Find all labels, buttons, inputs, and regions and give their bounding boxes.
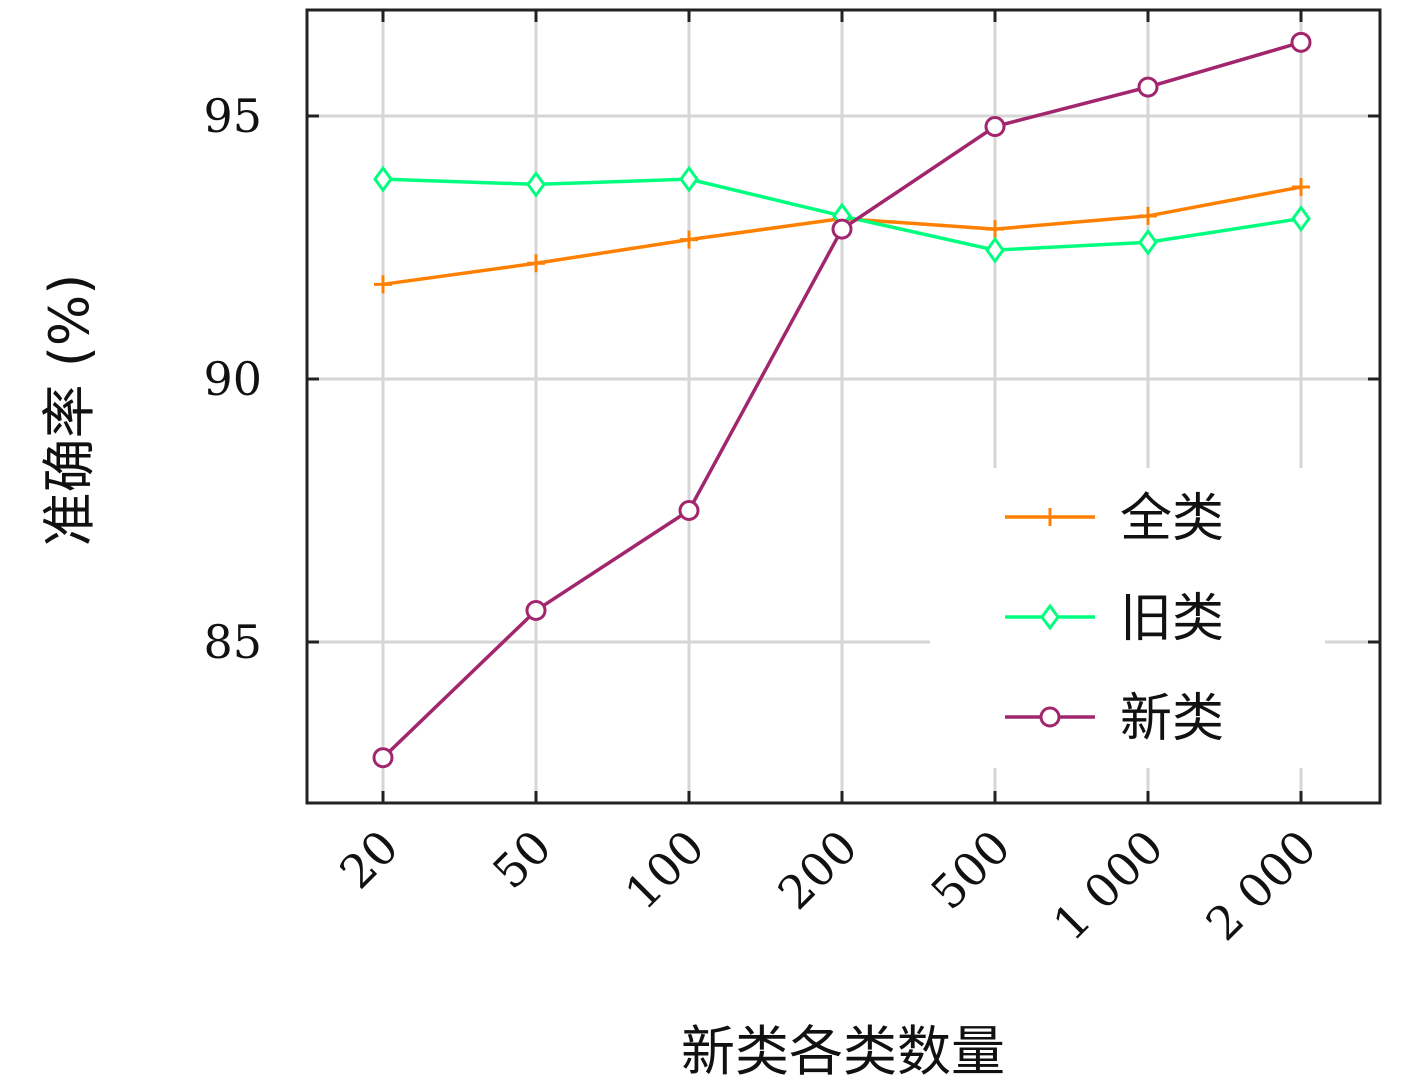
data-point: [1139, 206, 1157, 225]
data-point: [679, 165, 699, 193]
legend-item: 新类: [1005, 689, 1224, 749]
legend-item: 全类: [1005, 489, 1224, 549]
data-point: [1137, 76, 1159, 98]
grid-lines: [307, 10, 1380, 803]
x-tick-label: 50: [482, 820, 562, 900]
y-tick-label: 90: [203, 352, 262, 406]
series-3: [372, 31, 1312, 769]
data-point: [1138, 228, 1158, 256]
x-tick-label: 100: [615, 820, 715, 920]
data-point: [526, 170, 546, 198]
x-tick-label: 200: [768, 820, 868, 920]
data-point: [678, 500, 700, 521]
x-axis-title: 新类各类数量: [681, 1020, 1005, 1083]
data-point: [1291, 205, 1311, 233]
data-point: [1292, 178, 1310, 197]
series-lines: [372, 31, 1312, 769]
x-tick-label: 20: [329, 820, 409, 900]
series-2: [373, 165, 1311, 264]
x-tick-label: 500: [921, 820, 1021, 920]
legend-label: 新类: [1120, 689, 1224, 749]
data-point: [985, 236, 1005, 264]
data-point: [680, 230, 698, 249]
data-point: [374, 275, 392, 294]
legend-marker: [1039, 706, 1061, 728]
legend-background: [930, 468, 1325, 768]
y-axis-title: 准确率 (%): [38, 274, 101, 547]
data-point: [525, 599, 547, 621]
x-tick-label: 2 000: [1195, 820, 1326, 951]
data-point: [984, 116, 1006, 138]
legend-item: 旧类: [1005, 589, 1224, 649]
legend-marker: [1040, 603, 1060, 631]
legend-label: 全类: [1120, 489, 1224, 549]
y-tick-label: 95: [203, 89, 262, 143]
data-point: [527, 254, 545, 273]
x-tick-label: 1 000: [1042, 820, 1173, 951]
legend-marker: [1041, 508, 1059, 526]
data-point: [1290, 31, 1312, 53]
data-point: [373, 165, 393, 193]
data-point: [986, 220, 1004, 239]
data-point: [372, 747, 394, 769]
data-point: [831, 218, 853, 240]
y-tick-label: 85: [203, 615, 262, 669]
legend-label: 旧类: [1120, 589, 1224, 649]
